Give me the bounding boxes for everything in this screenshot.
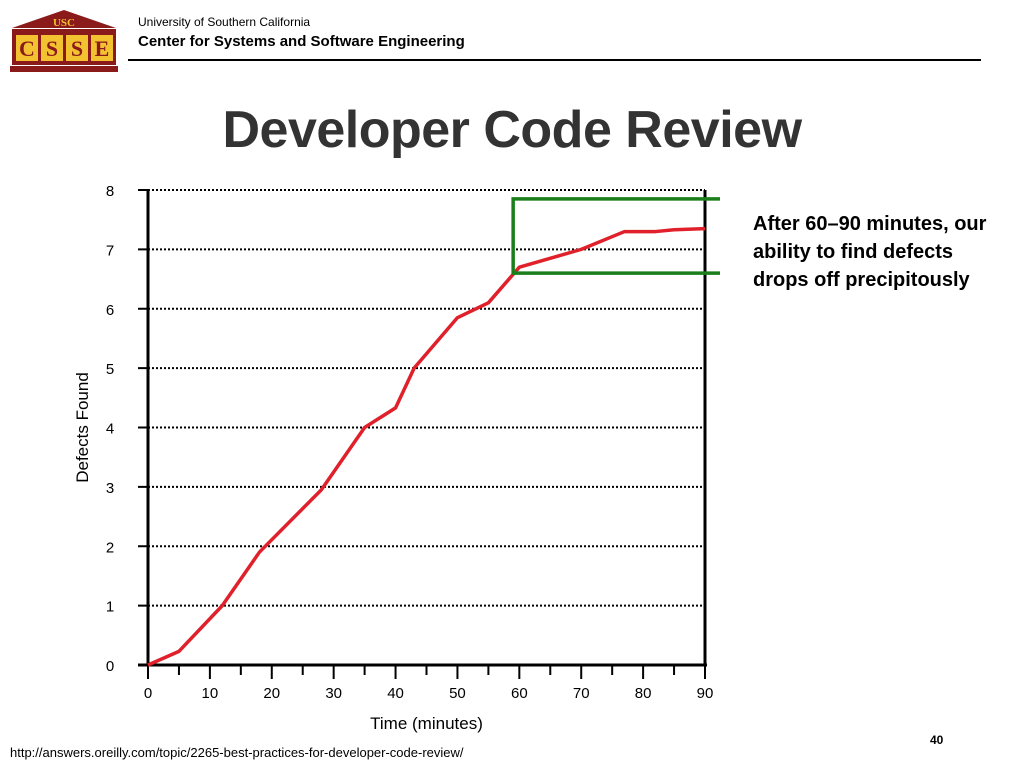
logo-letter: S: [71, 36, 83, 61]
x-tick-label: 20: [263, 685, 280, 702]
source-link[interactable]: http://answers.oreilly.com/topic/2265-be…: [10, 745, 464, 760]
y-tick-label: 1: [106, 599, 114, 616]
y-tick-label: 4: [106, 421, 114, 438]
logo-base: [10, 66, 118, 72]
logo-letter: S: [46, 36, 58, 61]
logo-letter: C: [19, 36, 35, 61]
x-tick-label: 30: [325, 685, 342, 702]
logo-usc-text: USC: [53, 17, 75, 29]
page-number: 40: [930, 733, 944, 747]
logo-letter-tile: [16, 35, 38, 61]
x-tick-label: 60: [511, 685, 528, 702]
y-tick-label: 8: [106, 183, 114, 200]
center-name: Center for Systems and Software Engineer…: [138, 33, 465, 50]
x-tick-label: 80: [635, 685, 652, 702]
callout-text: After 60–90 minutes, our ability to find…: [753, 213, 987, 291]
y-tick-label: 3: [106, 480, 114, 497]
highlight-box: [511, 197, 720, 275]
x-tick-label: 40: [387, 685, 404, 702]
y-axis-label: Defects Found: [73, 372, 92, 483]
y-tick-label: 2: [106, 539, 114, 556]
series-line: [147, 226, 706, 667]
logo-letter-tile: [91, 35, 113, 61]
x-tick-label: 50: [449, 685, 466, 702]
logo-letter-tile: [41, 35, 63, 61]
x-tick-label: 10: [202, 685, 219, 702]
y-tick-label: 7: [106, 242, 114, 259]
logo-letter: E: [95, 36, 110, 61]
x-tick-label: 0: [144, 685, 152, 702]
logo-letter-tile: [66, 35, 88, 61]
slide-title: Developer Code Review: [222, 101, 802, 159]
x-tick-label: 70: [573, 685, 590, 702]
logo-roof: [12, 10, 116, 28]
header-divider: [128, 59, 981, 61]
y-tick-label: 6: [106, 302, 114, 319]
x-tick-label: 90: [697, 685, 714, 702]
x-axis-label: Time (minutes): [370, 714, 483, 733]
y-tick-label: 0: [106, 658, 114, 675]
y-tick-label: 5: [106, 361, 114, 378]
university-name: University of Southern California: [138, 15, 311, 29]
